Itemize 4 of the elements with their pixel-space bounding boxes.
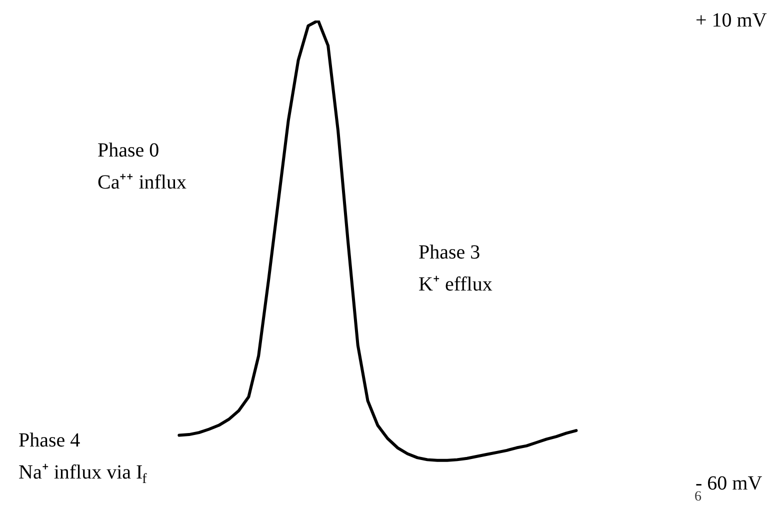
text: 6 — [694, 490, 702, 504]
annotation: Phase 3 K⁺ efflux — [418, 242, 492, 296]
y-tick-label: + 10 mV — [696, 10, 768, 32]
annotation: Phase 0 Ca⁺⁺ influx — [98, 140, 186, 194]
